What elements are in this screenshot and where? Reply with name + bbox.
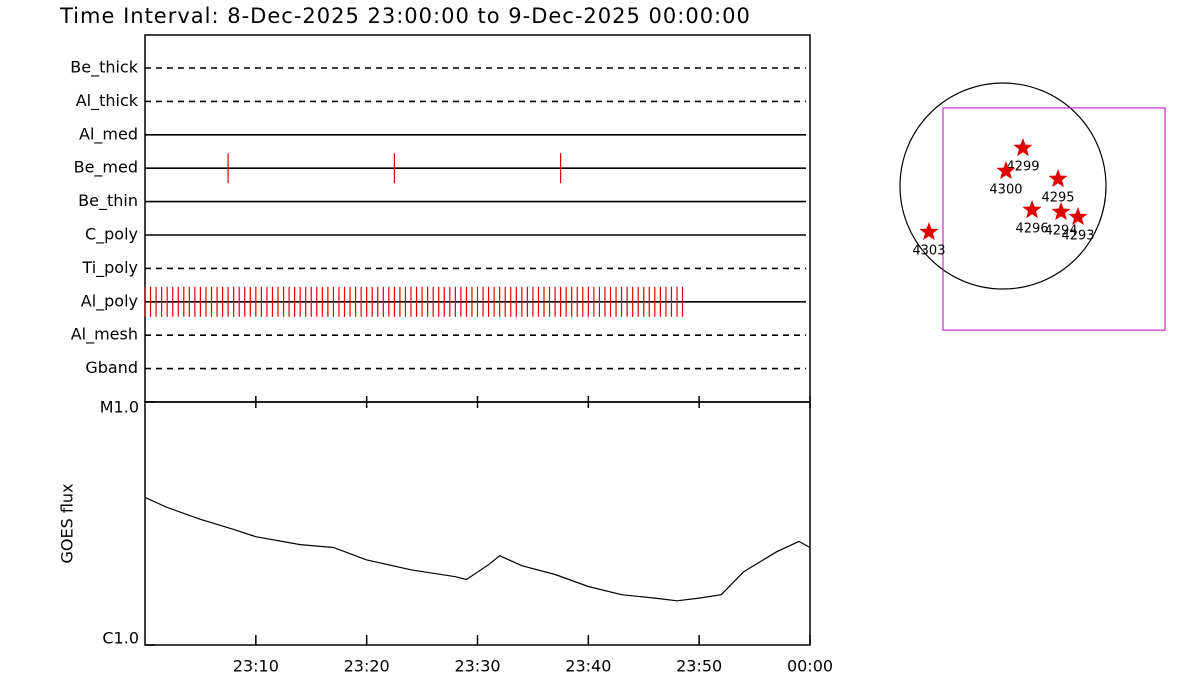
region-label: 4294 xyxy=(1044,223,1077,238)
timeline-frame xyxy=(144,34,811,403)
region-label: 4295 xyxy=(1041,191,1074,206)
goes-line xyxy=(144,496,811,602)
y-tick-label: M1.0 xyxy=(100,398,139,417)
filter-label: Be_med xyxy=(74,158,138,178)
region-star xyxy=(1068,207,1088,226)
filter-label: Gband xyxy=(85,358,138,377)
x-tick-label: 00:00 xyxy=(787,657,833,676)
field-of-view xyxy=(942,107,1166,331)
region-label: 4299 xyxy=(1006,159,1039,174)
y-axis-label: GOES flux xyxy=(58,483,77,563)
filter-label: C_poly xyxy=(85,225,138,245)
goes-frame xyxy=(144,401,811,646)
filter-label: Al_mesh xyxy=(71,325,138,345)
region-star xyxy=(1048,169,1068,188)
filter-label: Ti_poly xyxy=(81,258,138,278)
region-star xyxy=(1051,202,1071,221)
region-star xyxy=(1022,200,1042,219)
x-tick-label: 23:30 xyxy=(454,657,500,676)
page-title: Time Interval: 8-Dec-2025 23:00:00 to 9-… xyxy=(59,4,751,28)
region-label: 4296 xyxy=(1016,221,1049,236)
region-star xyxy=(919,222,939,241)
region-label: 4293 xyxy=(1061,229,1094,244)
region-star xyxy=(1013,138,1033,157)
filter-label: Be_thin xyxy=(78,191,138,211)
region-label: 4303 xyxy=(912,244,945,259)
filter-label: Be_thick xyxy=(70,58,138,78)
region-label: 4300 xyxy=(989,182,1022,197)
filter-label: Al_poly xyxy=(81,291,138,311)
solar-limb xyxy=(899,82,1107,290)
x-tick-label: 23:40 xyxy=(565,657,611,676)
x-tick-label: 23:10 xyxy=(233,657,279,676)
filter-label: Al_med xyxy=(79,124,138,144)
region-star xyxy=(996,161,1016,180)
x-tick-label: 23:50 xyxy=(676,657,722,676)
x-tick-label: 23:20 xyxy=(344,657,390,676)
filter-label: Al_thick xyxy=(76,91,139,111)
y-tick-label: C1.0 xyxy=(102,629,139,648)
